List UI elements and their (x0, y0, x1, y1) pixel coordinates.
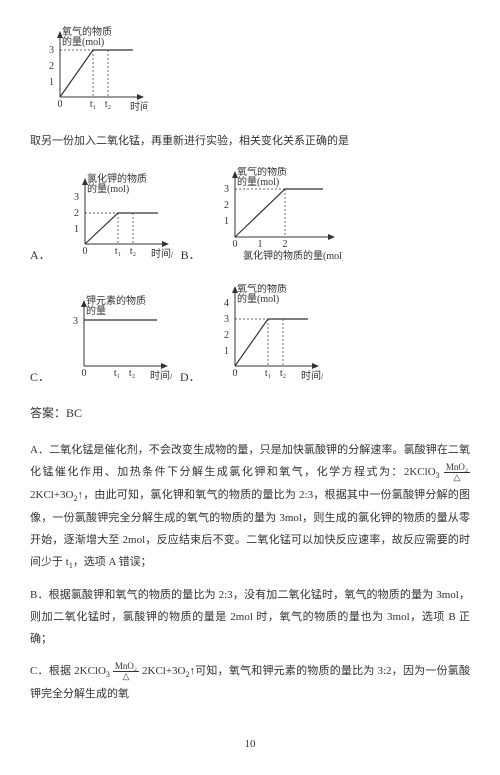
svg-text:4: 4 (224, 298, 229, 309)
svg-text:的量(mol): 的量(mol) (87, 182, 129, 195)
svg-text:t₁: t₁ (90, 99, 96, 110)
options-row-2: C． 3 0 t₁ t₂ 时间/s 钾元素的物质 的量 D． 4 3 2 1 (30, 279, 470, 389)
svg-text:t₁: t₁ (115, 246, 121, 257)
option-B-label: B． (181, 245, 201, 267)
chart-C: 3 0 t₁ t₂ 时间/s 钾元素的物质 的量 (62, 294, 172, 384)
svg-text:时间/s: 时间/s (301, 369, 323, 382)
option-D-label: D． (180, 367, 201, 389)
svg-text:1: 1 (74, 224, 79, 235)
svg-text:2: 2 (282, 239, 287, 250)
chart-B: 3 2 1 0 1 2 氧气的物质 的量(mol) 氯化钾的物质的量(mol) (213, 167, 343, 262)
svg-text:时间/s: 时间/s (151, 247, 173, 260)
svg-text:氯化钾的物质的量(mol): 氯化钾的物质的量(mol) (243, 249, 343, 262)
svg-text:t₂: t₂ (130, 246, 136, 257)
reaction-condition-icon: MnO₂△ (444, 463, 470, 482)
svg-text:2: 2 (74, 208, 79, 219)
options-row-1: A． 3 2 1 0 t₁ t₂ 时间/s 氯化钾的物质 的量(mol) B． (30, 162, 470, 267)
svg-text:时间/s: 时间/s (150, 369, 172, 382)
svg-text:t₂: t₂ (105, 99, 111, 110)
explanation-A: A．二氧化锰是催化剂，不会改变生成物的量，只是加快氯酸钾的分解速率。氯酸钾在二氧… (30, 439, 470, 575)
svg-text:0: 0 (82, 246, 87, 257)
option-A-label: A． (30, 245, 51, 267)
svg-text:0: 0 (58, 99, 63, 110)
option-C-label: C． (30, 367, 50, 389)
ytick-3: 3 (49, 45, 54, 56)
svg-text:t₂: t₂ (280, 368, 286, 379)
svg-text:t₁: t₁ (265, 368, 271, 379)
xlabel: 时间/s (130, 100, 148, 113)
svg-text:的量(mol): 的量(mol) (62, 35, 104, 48)
chart-D: 4 3 2 1 0 t₁ t₂ 时间/s 氧气的物质 的量(mol) (213, 284, 323, 384)
chart-top-svg: 3 2 1 0 t₁ t₂ 时间/s 氧气的物质 的量(mol) (38, 25, 148, 115)
svg-text:0: 0 (232, 239, 237, 250)
svg-text:2: 2 (224, 200, 229, 211)
svg-text:2: 2 (224, 330, 229, 341)
svg-text:3: 3 (224, 184, 229, 195)
svg-text:3: 3 (73, 316, 78, 327)
page-number: 10 (30, 735, 470, 755)
answer-value: BC (66, 406, 82, 420)
svg-text:t₁: t₁ (114, 368, 120, 379)
explanation-B: B．根据氯酸钾和氧气的物质的量比为 2:3，没有加二氧化锰时，氧气的物质的量为 … (30, 584, 470, 650)
svg-text:的量(mol): 的量(mol) (237, 175, 279, 188)
svg-text:3: 3 (74, 192, 79, 203)
svg-text:1: 1 (224, 346, 229, 357)
answer-label: 答案： (30, 406, 66, 420)
svg-text:1: 1 (257, 239, 262, 250)
answer-line: 答案：BC (30, 403, 470, 425)
svg-text:1: 1 (224, 216, 229, 227)
svg-text:0: 0 (232, 368, 237, 379)
explanation-C: C．根据 2KClO3 MnO₂△ 2KCl+3O2↑可知，氧气和钾元素的物质的… (30, 660, 470, 705)
intro-text: 取另一份加入二氧化锰，再重新进行实验，相关变化关系正确的是 (30, 130, 470, 152)
ytick-2: 2 (49, 61, 54, 72)
chart-top: 3 2 1 0 t₁ t₂ 时间/s 氧气的物质 的量(mol) (38, 25, 148, 115)
reaction-condition-icon: MnO₂△ (113, 662, 139, 681)
svg-text:t₂: t₂ (129, 368, 135, 379)
svg-text:3: 3 (224, 314, 229, 325)
svg-text:0: 0 (82, 368, 87, 379)
chart-A: 3 2 1 0 t₁ t₂ 时间/s 氯化钾的物质 的量(mol) (63, 172, 173, 262)
svg-text:的量: 的量 (86, 304, 106, 317)
ytick-1: 1 (49, 77, 54, 88)
svg-text:的量(mol): 的量(mol) (237, 292, 279, 305)
